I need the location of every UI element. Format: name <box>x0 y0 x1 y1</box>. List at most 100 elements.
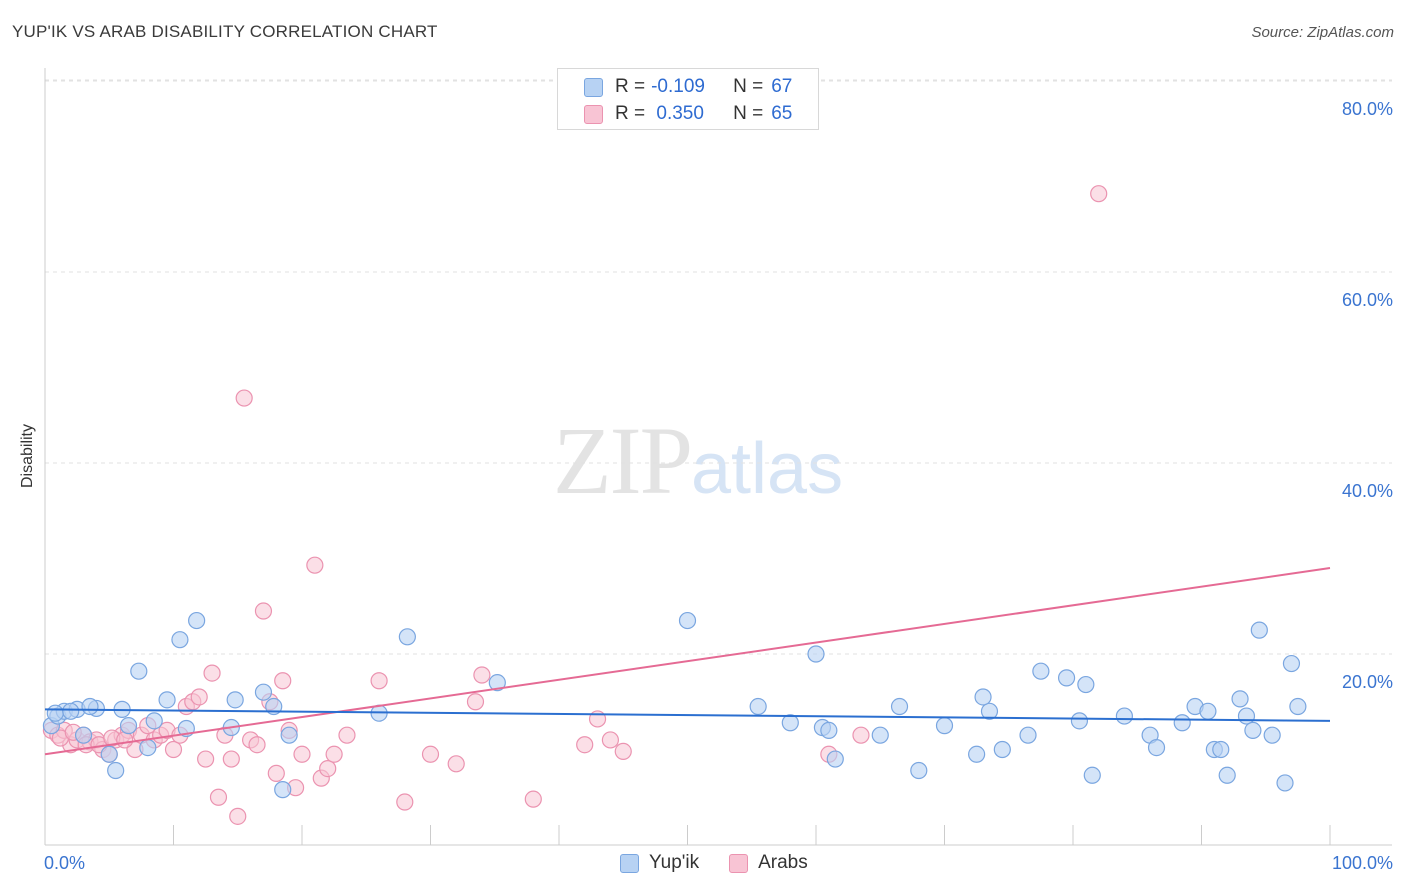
yupik-trend-line <box>44 708 1331 722</box>
r-value: 0.350 <box>651 103 704 124</box>
arab-point <box>306 556 324 574</box>
yupik-point <box>1199 702 1217 720</box>
arab-point <box>254 602 273 620</box>
arab-point <box>421 745 440 763</box>
trend-lines <box>44 567 1331 756</box>
yupik-point <box>935 717 954 735</box>
yupik-point <box>1237 707 1256 725</box>
arab-point <box>1090 185 1108 203</box>
arab-point <box>293 745 311 763</box>
yupik-point <box>1231 690 1249 708</box>
yupik-point <box>968 745 986 763</box>
yupik-point <box>807 645 825 663</box>
yupik-point <box>100 745 118 763</box>
arab-point <box>209 788 228 806</box>
arab-point <box>601 731 620 749</box>
yupik-point <box>1147 738 1166 757</box>
yupik-point <box>1115 707 1134 725</box>
tick-labels: 20.0% 40.0% 60.0% 80.0% 0.0% 100.0% <box>44 99 1393 873</box>
legend-row-arabs: R = 0.350 N = 65 <box>584 102 792 126</box>
yupik-point <box>1263 726 1281 744</box>
arab-point <box>190 688 208 706</box>
yupik-point <box>107 761 125 780</box>
y-tick-label: 40.0% <box>1342 481 1393 501</box>
series-legend: Yup'ik Arabs <box>620 852 838 874</box>
source-credit: Source: ZipAtlas.com <box>1251 24 1394 41</box>
y-axis-label: Disability <box>19 423 36 489</box>
n-label: N = <box>733 103 764 124</box>
axes <box>44 68 1392 846</box>
legend-item-yupik[interactable]: Yup'ik <box>620 852 699 874</box>
arab-swatch <box>584 104 603 124</box>
arab-trend-line <box>44 567 1331 756</box>
watermark-atlas: atlas <box>691 429 844 509</box>
y-tick-label: 80.0% <box>1342 99 1393 119</box>
yupik-point <box>81 697 99 716</box>
arab-point <box>235 389 253 407</box>
x-tick-label: 0.0% <box>44 853 85 873</box>
arab-point <box>203 664 221 682</box>
yupik-point <box>910 761 928 780</box>
yupik-point <box>1244 721 1262 740</box>
arab-point <box>576 736 594 754</box>
yupik-points <box>42 611 1307 799</box>
y-tick-label: 60.0% <box>1342 290 1393 310</box>
legend-row-yupik: R = -0.109 N = 67 <box>584 75 792 99</box>
watermark: ZIPatlas <box>553 405 843 516</box>
arab-legend-swatch <box>729 853 749 873</box>
arab-point <box>222 750 240 768</box>
yupik-point <box>781 714 799 732</box>
yupik-point <box>1083 766 1101 784</box>
arab-point <box>248 736 266 754</box>
yupik-point <box>1057 669 1076 687</box>
arab-point <box>274 672 292 690</box>
arab-point <box>370 672 388 690</box>
yupik-point <box>274 781 292 799</box>
yupik-point <box>62 702 80 720</box>
yupik-point <box>980 702 999 720</box>
n-value: 67 <box>771 76 793 97</box>
arab-point <box>614 742 632 761</box>
arab-legend-label: Arabs <box>758 852 808 873</box>
yupik-point <box>226 691 244 709</box>
arab-point <box>473 666 491 684</box>
yupik-point <box>749 697 767 716</box>
arab-point <box>197 750 215 768</box>
arab-point <box>396 793 414 811</box>
yupik-point <box>820 721 838 740</box>
yupik-point <box>188 611 206 630</box>
n-value: 65 <box>771 103 793 124</box>
yupik-point <box>1173 714 1191 732</box>
yupik-point <box>488 674 506 692</box>
yupik-point <box>171 631 189 649</box>
yupik-point <box>398 628 416 646</box>
arab-point <box>852 726 870 744</box>
yupik-point <box>280 726 298 744</box>
n-label: N = <box>733 76 764 97</box>
yupik-point <box>254 683 273 701</box>
yupik-point <box>1289 697 1307 716</box>
yupik-point <box>145 712 163 730</box>
arab-point <box>524 790 542 808</box>
arab-point <box>338 726 356 744</box>
r-label: R = <box>615 76 646 97</box>
x-tick-label: 100.0% <box>1332 853 1393 873</box>
yupik-legend-swatch <box>620 853 639 873</box>
yupik-point <box>1019 726 1037 744</box>
r-label: R = <box>615 103 646 124</box>
yupik-point <box>119 717 138 735</box>
r-value: -0.109 <box>651 76 705 97</box>
yupik-point <box>1212 740 1230 759</box>
y-tick-label: 20.0% <box>1342 672 1393 692</box>
grid-lines <box>45 79 1392 655</box>
legend-item-arabs[interactable]: Arabs <box>729 852 808 874</box>
arab-point <box>164 740 183 759</box>
arab-point <box>116 731 134 749</box>
arab-point <box>325 745 343 763</box>
arab-point <box>447 755 465 773</box>
yupik-point <box>1276 774 1294 792</box>
yupik-point <box>1250 621 1268 639</box>
yupik-point <box>74 726 93 744</box>
yupik-swatch <box>584 77 603 97</box>
yupik-point <box>974 688 992 706</box>
